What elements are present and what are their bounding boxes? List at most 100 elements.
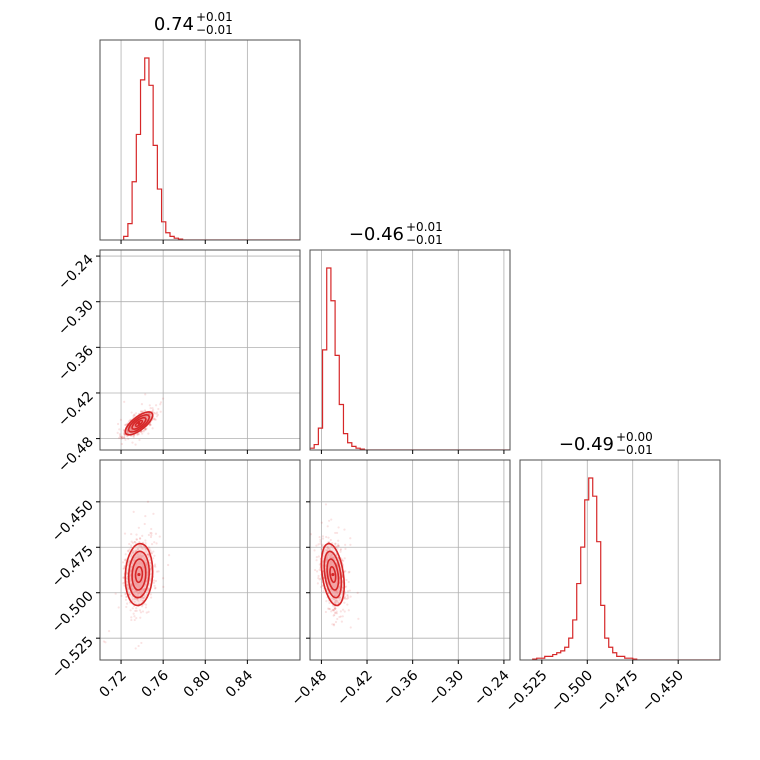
scatter-point	[129, 569, 132, 573]
scatter-point	[159, 403, 162, 406]
scatter-point	[133, 556, 137, 559]
scatter-point	[159, 410, 162, 413]
scatter-point	[167, 554, 171, 557]
scatter-point	[139, 554, 142, 557]
scatter-point	[137, 599, 140, 603]
scatter-point	[334, 542, 337, 545]
scatter-point	[132, 591, 135, 594]
scatter-point	[334, 620, 338, 624]
scatter-point	[143, 557, 146, 560]
scatter-point	[143, 557, 146, 560]
scatter-point	[135, 609, 138, 612]
scatter-point	[138, 555, 141, 559]
scatter-point	[144, 428, 147, 431]
scatter-point	[131, 550, 135, 553]
scatter-point	[157, 407, 160, 411]
scatter-point	[127, 550, 130, 553]
scatter-point	[144, 539, 147, 542]
scatter-point	[328, 553, 331, 556]
scatter-point	[136, 598, 139, 601]
scatter-point	[123, 400, 126, 403]
scatter-point	[136, 553, 140, 556]
scatter-point	[130, 429, 133, 432]
scatter-point	[334, 607, 337, 610]
scatter-point	[338, 615, 341, 619]
scatter-point	[150, 527, 153, 531]
scatter-point	[347, 609, 350, 612]
scatter-point	[145, 415, 148, 418]
scatter-point	[329, 556, 332, 559]
scatter-point	[130, 540, 133, 543]
panel-frame-2-1	[309, 459, 511, 661]
scatter-point	[346, 597, 349, 600]
scatter-point	[339, 548, 342, 552]
scatter-point	[341, 559, 344, 562]
scatter-point	[152, 557, 155, 560]
scatter-point	[130, 584, 133, 587]
scatter-point	[333, 594, 336, 598]
scatter-point	[138, 591, 142, 594]
param-title-median: −0.49	[559, 434, 614, 455]
scatter-point	[126, 572, 129, 576]
scatter-point	[334, 592, 337, 595]
scatter-point	[150, 552, 153, 555]
scatter-point	[126, 584, 129, 587]
scatter-point	[349, 537, 352, 540]
scatter-point	[133, 557, 136, 560]
x-tick-label: 0.72	[97, 668, 130, 701]
scatter-point	[161, 577, 165, 580]
scatter-point	[138, 591, 141, 594]
scatter-point	[119, 435, 122, 439]
scatter-point	[126, 429, 129, 432]
scatter-point	[329, 556, 332, 559]
scatter-point	[324, 564, 327, 567]
y-tick-label: −0.24	[55, 252, 97, 294]
scatter-point	[138, 555, 141, 558]
param-title-plus: +0.00	[616, 430, 653, 444]
scatter-point	[126, 586, 130, 589]
x-tick-label: −0.30	[425, 668, 467, 710]
scatter-point	[153, 564, 156, 567]
scatter-point	[120, 435, 124, 438]
scatter-point	[131, 607, 134, 610]
scatter-point	[150, 596, 153, 599]
scatter-point	[145, 427, 148, 430]
scatter-point	[333, 607, 337, 610]
scatter-point	[137, 553, 140, 557]
scatter-point	[149, 407, 152, 410]
scatter-point	[343, 597, 346, 600]
scatter-point	[327, 553, 330, 556]
scatter-point	[335, 591, 339, 594]
scatter-point	[126, 429, 129, 432]
scatter-point	[144, 548, 147, 551]
scatter-point	[321, 543, 324, 546]
scatter-point	[135, 556, 138, 559]
scatter-point	[315, 570, 319, 573]
scatter-point	[119, 418, 123, 421]
scatter-point	[154, 587, 157, 590]
scatter-point	[147, 555, 150, 559]
scatter-point	[347, 571, 350, 574]
scatter-point	[140, 410, 143, 413]
scatter-point	[141, 596, 144, 599]
y-tick-label: −0.30	[55, 297, 97, 339]
scatter-point	[135, 590, 138, 593]
scatter-point	[118, 436, 121, 440]
y-tick-label: −0.42	[55, 388, 97, 430]
scatter-point	[140, 545, 143, 548]
scatter-point	[138, 591, 141, 594]
scatter-point	[130, 618, 133, 622]
scatter-point	[139, 598, 143, 601]
scatter-point	[155, 415, 159, 418]
scatter-point	[138, 537, 142, 540]
scatter-point	[322, 590, 325, 593]
y-tick-label: −0.48	[55, 434, 97, 476]
scatter-point	[318, 563, 321, 566]
scatter-point	[149, 561, 152, 565]
scatter-point	[136, 547, 140, 550]
scatter-point	[333, 606, 336, 609]
scatter-point	[132, 559, 135, 562]
scatter-point	[341, 608, 345, 611]
scatter-point	[343, 557, 346, 560]
scatter-point	[141, 556, 144, 559]
